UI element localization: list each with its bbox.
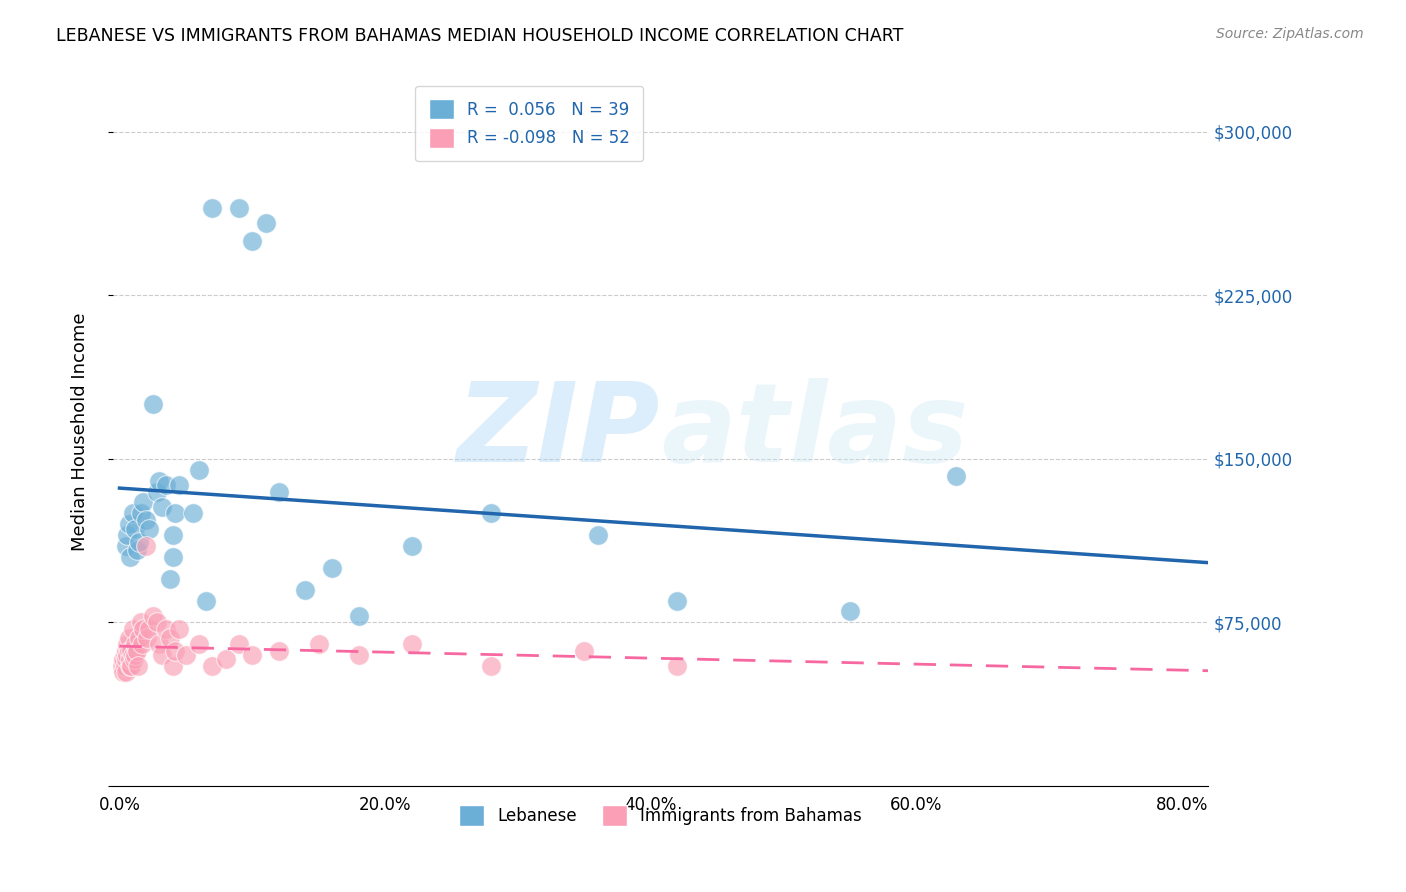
Point (114, 659, 136, 673)
Point (188, 637, 211, 651)
Point (121, 506, 143, 520)
Point (124, 648, 146, 662)
Point (145, 615, 167, 630)
Point (167, 622, 190, 636)
Point (215, 652, 238, 666)
Point (124, 637, 146, 651)
Point (114, 648, 136, 662)
Point (148, 474, 170, 488)
Point (308, 637, 330, 651)
Point (945, 469, 967, 483)
Point (132, 622, 155, 636)
Point (159, 572, 181, 586)
Point (131, 637, 153, 651)
Point (162, 549, 184, 564)
Point (117, 637, 139, 651)
Point (165, 506, 187, 520)
Text: ZIP: ZIP (457, 378, 661, 485)
Text: Source: ZipAtlas.com: Source: ZipAtlas.com (1216, 27, 1364, 41)
Point (479, 506, 502, 520)
Point (115, 643, 138, 657)
Point (159, 631, 181, 645)
Point (347, 608, 370, 623)
Point (129, 615, 152, 630)
Y-axis label: Median Household Income: Median Household Income (72, 312, 89, 551)
Point (135, 539, 157, 553)
Point (586, 528, 609, 542)
Point (115, 665, 138, 680)
Point (120, 643, 142, 657)
Point (138, 622, 160, 636)
Point (112, 652, 135, 666)
Point (111, 659, 134, 673)
Point (174, 648, 197, 662)
Point (228, 637, 250, 651)
Point (115, 652, 138, 666)
Point (267, 643, 290, 657)
Point (401, 637, 423, 651)
Point (128, 631, 150, 645)
Point (138, 522, 160, 536)
Point (124, 522, 146, 536)
Point (666, 659, 689, 673)
Point (240, 234, 263, 248)
Point (142, 608, 165, 623)
Point (135, 513, 157, 527)
Point (838, 604, 860, 618)
Point (136, 631, 159, 645)
Point (118, 631, 141, 645)
Point (125, 643, 148, 657)
Point (118, 517, 141, 532)
Point (125, 543, 148, 558)
Point (228, 201, 250, 215)
Point (188, 463, 211, 477)
Point (145, 484, 167, 499)
Point (155, 478, 177, 492)
Point (150, 648, 173, 662)
Point (347, 648, 370, 662)
Point (574, 643, 596, 657)
Point (401, 539, 423, 553)
Point (201, 659, 224, 673)
Point (201, 201, 224, 215)
Point (150, 500, 173, 514)
Point (254, 217, 277, 231)
Point (194, 593, 217, 607)
Point (121, 622, 143, 636)
Point (120, 659, 142, 673)
Point (132, 495, 155, 509)
Point (118, 643, 141, 657)
Point (162, 659, 184, 673)
Point (162, 528, 184, 542)
Point (294, 582, 316, 597)
Point (267, 484, 290, 499)
Point (181, 506, 204, 520)
Point (321, 561, 343, 575)
Point (112, 665, 135, 680)
Point (666, 593, 689, 607)
Point (121, 648, 143, 662)
Point (117, 648, 139, 662)
Point (120, 659, 142, 673)
Point (122, 652, 145, 666)
Point (155, 622, 177, 636)
Point (167, 478, 190, 492)
Point (479, 659, 502, 673)
Text: atlas: atlas (661, 378, 969, 485)
Point (129, 506, 152, 520)
Point (115, 539, 138, 553)
Legend: Lebanese, Immigrants from Bahamas: Lebanese, Immigrants from Bahamas (451, 797, 870, 834)
Point (120, 549, 142, 564)
Point (120, 652, 142, 666)
Point (240, 648, 263, 662)
Point (165, 643, 187, 657)
Point (127, 659, 149, 673)
Point (117, 528, 139, 542)
Text: LEBANESE VS IMMIGRANTS FROM BAHAMAS MEDIAN HOUSEHOLD INCOME CORRELATION CHART: LEBANESE VS IMMIGRANTS FROM BAHAMAS MEDI… (56, 27, 904, 45)
Point (148, 637, 170, 651)
Point (142, 397, 165, 411)
Point (128, 534, 150, 549)
